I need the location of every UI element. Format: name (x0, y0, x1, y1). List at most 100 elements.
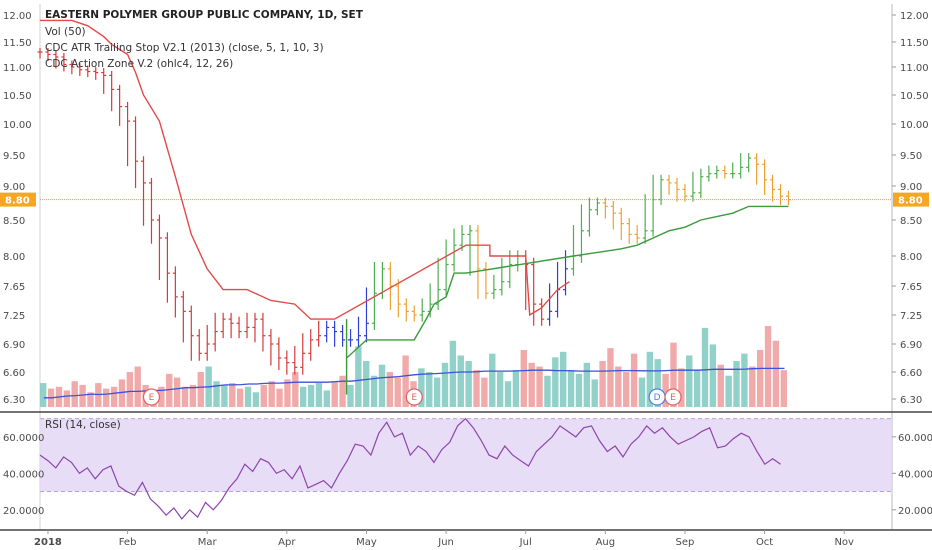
last-price-badge-left (0, 192, 36, 207)
volume-bar (520, 349, 527, 407)
price-tick-label: 7.65 (900, 282, 922, 293)
price-tick-label-left: 6.30 (3, 395, 25, 406)
price-tick-label: 6.30 (900, 395, 922, 406)
time-tick-label: Jun (437, 537, 454, 548)
last-price-badge-left-text: 8.80 (5, 196, 30, 207)
volume-bar (87, 392, 94, 407)
volume-bar (512, 370, 520, 407)
volume-bar (717, 364, 724, 407)
volume-bar (670, 342, 677, 407)
time-tick-label: Feb (119, 537, 137, 548)
time-tick-label: 2018 (34, 537, 62, 548)
volume-bar (173, 377, 181, 407)
trailing-stop-layer (40, 19, 789, 395)
price-tick-label-left: 7.25 (3, 311, 25, 322)
price-tick-label-left: 9.00 (3, 182, 25, 193)
price-tick-label: 8.50 (900, 216, 922, 227)
volume-bar (323, 390, 331, 407)
price-tick-label-left: 11.00 (3, 63, 32, 74)
volume-bar (276, 388, 283, 407)
volume-bar (284, 379, 291, 407)
rsi-legend[interactable]: RSI (14, close) (45, 419, 121, 431)
price-tick-label-left: 6.90 (3, 340, 25, 351)
volume-bar (339, 375, 346, 407)
volume-bar (213, 381, 220, 407)
volume-bar (552, 357, 559, 407)
volume-bar (615, 366, 622, 407)
price-tick-label-left: 10.00 (3, 120, 32, 131)
volume-bar (607, 348, 614, 407)
last-price-badge-right-text: 8.80 (898, 196, 923, 207)
event-marker-label: E (670, 393, 676, 403)
volume-bar (654, 359, 661, 407)
volume-bar (378, 364, 386, 407)
legend-volume[interactable]: Vol (50) (45, 26, 86, 38)
volume-bar (638, 377, 646, 407)
volume-bar (347, 384, 354, 407)
volume-bar (315, 383, 323, 407)
trailing-stop-line-red (40, 19, 570, 320)
volume-bar (189, 384, 197, 407)
volume-bar (221, 384, 228, 407)
volume-ma-line (43, 367, 785, 399)
volume-bar (599, 361, 606, 407)
time-tick-label: May (356, 537, 377, 548)
volume-bar (662, 373, 669, 407)
price-tick-label-left: 7.65 (3, 282, 25, 293)
volume-bar (678, 368, 685, 407)
volume-bar (725, 375, 732, 407)
time-tick-label: Aug (596, 537, 616, 548)
rsi-line (39, 417, 781, 520)
volume-bar (126, 372, 134, 407)
volume-bar (780, 370, 787, 407)
volume-bar (733, 361, 740, 407)
legend-action-zone[interactable]: CDC Action Zone V.2 (ohlc4, 12, 26) (45, 58, 233, 70)
event-marker (405, 388, 423, 406)
legend-atr-trailing-stop[interactable]: CDC ATR Trailing Stop V2.1 (2013) (close… (45, 42, 324, 54)
volume-bar (118, 379, 126, 407)
volume-bar (63, 390, 71, 407)
volume-bar (630, 353, 638, 407)
volume-bar (473, 370, 480, 407)
volume-bar (300, 386, 307, 407)
last-price-badge-right (893, 192, 929, 207)
rsi-tick-label-left: 40.0000 (3, 469, 44, 480)
volume-bar (292, 372, 299, 407)
volume-bar (583, 362, 591, 407)
axis-layer: 12.00 12.00 11.50 11.50 11.00 11.00 10.50 10.50… (0, 11, 929, 548)
volume-bar (244, 386, 252, 407)
volume-bar (693, 370, 701, 407)
volume-bar (386, 372, 394, 407)
price-tick-label: 7.25 (900, 311, 922, 322)
volume-bar (764, 326, 772, 407)
time-tick-label: Jul (519, 537, 532, 548)
volume-bar (749, 366, 756, 407)
volume-bar (307, 384, 315, 407)
price-tick-label-left: 9.50 (3, 151, 25, 162)
volume-bar (418, 368, 425, 407)
rsi-band (40, 418, 892, 492)
event-marker-label: E (149, 393, 155, 403)
volume-bar (709, 344, 717, 407)
price-tick-label: 10.50 (900, 91, 929, 102)
trailing-stop-line-green (345, 205, 789, 395)
volume-bar (40, 383, 47, 407)
volume-bar (229, 383, 236, 407)
volume-bar (158, 386, 165, 407)
rsi-tick-label: 60.0000 (898, 433, 932, 444)
volume-bar (355, 346, 362, 407)
volume-bar (560, 351, 567, 407)
volume-bar (449, 340, 457, 407)
volume-bar (756, 349, 764, 407)
price-tick-label: 12.00 (900, 11, 929, 22)
volume-bar (236, 388, 244, 407)
price-tick-label: 9.00 (900, 182, 922, 193)
price-tick-label-left: 10.50 (3, 91, 32, 102)
volume-bar (79, 384, 86, 407)
volume-bar (504, 381, 512, 407)
volume-bar (110, 386, 118, 407)
volume-bar (441, 362, 449, 407)
time-tick-label: Apr (278, 537, 296, 548)
volume-bar (331, 381, 338, 407)
